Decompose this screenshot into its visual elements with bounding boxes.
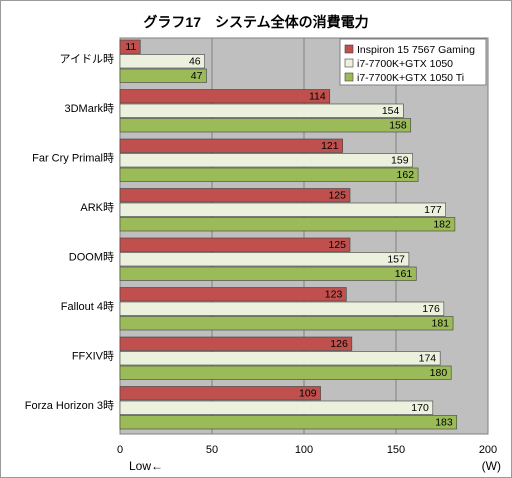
- category-label: Fallout 4時: [61, 300, 114, 313]
- category-labels: アイドル時 3DMark時 Far Cry Primal時 ARK時 DOOM時 Fall…: [25, 53, 114, 413]
- bar: [119, 167, 419, 182]
- bar: [119, 39, 141, 54]
- x-tick-label: 150: [387, 444, 405, 456]
- bar-value-label: 125: [328, 239, 346, 251]
- bar-value-label: 180: [430, 367, 448, 379]
- bar: [119, 118, 412, 133]
- category-label: 3DMark時: [64, 102, 114, 115]
- bar-value-label: 47: [191, 70, 203, 82]
- legend-swatch: [344, 72, 354, 82]
- bar-value-label: 123: [325, 289, 343, 301]
- legend: Inspiron 15 7567 Gaming i7-7700K+GTX 1050…: [339, 38, 487, 86]
- legend-entry-label: Inspiron 15 7567 Gaming: [357, 44, 475, 56]
- bar-value-label: 181: [432, 318, 450, 330]
- category-label: FFXIV時: [72, 350, 114, 363]
- x-tick-label: 0: [117, 444, 123, 456]
- chart-title: グラフ17 システム全体の消費電力: [143, 14, 368, 30]
- bar: [119, 89, 331, 104]
- bar-value-label: 177: [424, 204, 442, 216]
- legend-entry-label: i7-7700K+GTX 1050: [357, 58, 453, 70]
- bar: [119, 266, 417, 281]
- legend-swatch: [344, 44, 354, 54]
- category-label: DOOM時: [69, 251, 114, 264]
- bar-value-label: 46: [189, 56, 201, 68]
- bar-value-label: 109: [299, 388, 317, 400]
- bar: [119, 153, 413, 168]
- bar: [119, 138, 343, 153]
- bar: [119, 287, 347, 302]
- bar-value-label: 162: [397, 169, 415, 181]
- bar: [119, 316, 454, 331]
- bar: [119, 336, 353, 351]
- direction-note: Low←: [129, 459, 163, 473]
- category-label: アイドル時: [60, 53, 114, 66]
- category-label: ARK時: [80, 201, 114, 214]
- bar-value-label: 170: [411, 402, 429, 414]
- legend-box: [339, 38, 487, 86]
- x-tick-label: 50: [206, 444, 218, 456]
- bar-value-label: 159: [391, 155, 409, 167]
- bar-value-label: 176: [422, 303, 440, 315]
- bar: [119, 103, 404, 118]
- bar: [119, 252, 410, 267]
- bar-value-label: 11: [125, 41, 136, 53]
- legend-entry-label: i7-7700K+GTX 1050 Ti: [357, 72, 464, 84]
- bar-value-label: 183: [435, 417, 453, 429]
- bar: [119, 188, 351, 203]
- bar-value-label: 121: [321, 140, 339, 152]
- bar-value-label: 125: [328, 190, 346, 202]
- bar: [119, 237, 351, 252]
- x-axis-unit-label: (W): [482, 459, 501, 473]
- bar-value-label: 157: [387, 254, 405, 266]
- legend-swatch: [344, 58, 354, 68]
- category-label: Far Cry Primal時: [32, 152, 114, 165]
- bar: [119, 365, 452, 380]
- bar-value-label: 154: [382, 105, 400, 117]
- bar: [119, 386, 321, 401]
- bar: [119, 202, 446, 217]
- category-label: Forza Horizon 3時: [25, 399, 114, 412]
- bars: 11 46 47 114 154 158 121 159 162 125 177 182 125 157 1…: [119, 39, 458, 430]
- bar-value-label: 161: [395, 268, 413, 280]
- x-tick-labels: 0 50 100 150 200: [117, 444, 497, 456]
- bar-value-label: 182: [433, 219, 451, 231]
- bar-value-label: 174: [419, 353, 437, 365]
- bar: [119, 351, 441, 366]
- x-tick-label: 200: [479, 444, 497, 456]
- bar: [119, 54, 205, 69]
- bar-value-label: 126: [330, 338, 348, 350]
- bar-value-label: 158: [389, 120, 407, 132]
- bar: [119, 400, 434, 415]
- bar: [119, 415, 458, 430]
- bar-value-label: 114: [309, 91, 326, 103]
- bar: [119, 68, 207, 83]
- x-tick-label: 100: [295, 444, 313, 456]
- bar: [119, 217, 456, 232]
- bar: [119, 301, 445, 316]
